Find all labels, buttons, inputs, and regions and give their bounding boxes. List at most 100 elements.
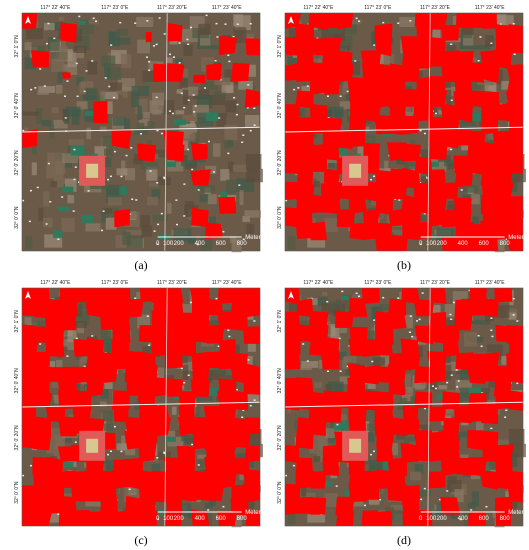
building xyxy=(191,443,194,446)
building xyxy=(450,148,453,151)
pond xyxy=(61,461,74,468)
terrain xyxy=(467,502,476,509)
terrain xyxy=(379,304,392,311)
latitude-label: 32° 0' 40"N xyxy=(14,368,20,393)
longitude-label: 117° 23' 0"E xyxy=(101,5,129,11)
terrain xyxy=(362,126,370,132)
detected-area xyxy=(285,156,300,174)
field xyxy=(86,438,99,453)
terrain xyxy=(298,108,306,124)
building xyxy=(241,416,244,419)
building xyxy=(120,450,123,453)
detected-area xyxy=(348,297,368,317)
pond xyxy=(382,131,393,137)
terrain xyxy=(364,330,379,342)
terrain xyxy=(470,337,484,343)
detected-area xyxy=(335,496,355,516)
building xyxy=(479,36,482,38)
terrain xyxy=(324,435,335,443)
building xyxy=(398,199,401,201)
terrain xyxy=(131,93,140,108)
panel-label: (a) xyxy=(134,258,147,272)
latitude-label: 32° 0' 20"N xyxy=(277,425,283,450)
detected-area xyxy=(479,366,499,382)
detected-area xyxy=(467,141,484,161)
detected-area xyxy=(111,470,131,490)
building xyxy=(187,148,190,151)
detected-area xyxy=(22,365,37,384)
detected-area xyxy=(400,442,420,463)
terrain xyxy=(193,89,210,100)
detected-area xyxy=(429,48,445,67)
map-panel: 117° 22' 40"E 117° 23' 0"E 117° 23' 20"E 11… xyxy=(14,5,264,272)
road xyxy=(21,401,261,408)
terrain xyxy=(344,356,357,363)
building xyxy=(178,62,181,64)
terrain xyxy=(101,55,116,67)
building xyxy=(22,199,25,202)
terrain xyxy=(239,190,244,206)
scale-label: 0 xyxy=(156,516,160,522)
detected-area xyxy=(375,196,394,215)
pond xyxy=(333,420,348,431)
building xyxy=(76,95,79,98)
terrain xyxy=(196,94,212,109)
building xyxy=(253,320,256,322)
scale-label: 100 xyxy=(163,516,174,522)
terrain xyxy=(461,142,469,151)
building xyxy=(326,95,329,97)
terrain xyxy=(313,456,321,463)
detected-area xyxy=(414,36,433,55)
terrain xyxy=(86,127,92,140)
detected-area xyxy=(218,36,238,56)
building xyxy=(197,189,200,191)
scale-unit: Meters xyxy=(508,510,526,516)
building xyxy=(249,22,252,25)
map-panel: 117° 22' 40"E 117° 23' 0"E 117° 23' 20"E 11… xyxy=(277,280,527,547)
terrain xyxy=(30,45,45,54)
detected-area xyxy=(467,157,485,176)
detected-area xyxy=(481,235,499,251)
terrain xyxy=(184,438,197,445)
map-panel: 117° 22' 40"E 117° 23' 0"E 117° 23' 20"E 11… xyxy=(277,5,527,272)
building xyxy=(146,20,149,22)
building xyxy=(155,43,158,46)
road xyxy=(284,126,524,133)
detected-area xyxy=(45,325,64,343)
pond xyxy=(320,481,333,487)
detected-area xyxy=(416,76,433,95)
terrain xyxy=(245,153,262,170)
building xyxy=(505,409,508,411)
building xyxy=(107,178,110,181)
north-arrow xyxy=(288,16,294,24)
terrain xyxy=(447,476,457,482)
detected-area xyxy=(362,223,379,240)
terrain xyxy=(300,365,312,371)
detected-area xyxy=(307,221,327,241)
detected-area xyxy=(334,182,353,200)
terrain xyxy=(488,375,500,388)
terrain xyxy=(181,434,198,442)
map-frame xyxy=(21,12,261,252)
terrain xyxy=(242,216,250,223)
detected-area xyxy=(62,72,71,79)
road xyxy=(21,126,261,133)
detected-area xyxy=(334,310,354,328)
building xyxy=(135,199,138,201)
terrain xyxy=(51,382,59,388)
detected-area xyxy=(506,236,523,251)
terrain xyxy=(351,294,362,300)
terrain xyxy=(61,160,72,168)
terrain xyxy=(79,357,86,370)
terrain xyxy=(106,184,122,198)
terrain xyxy=(287,236,296,250)
building xyxy=(187,374,190,377)
longitude-label: 117° 23' 40"E xyxy=(475,280,506,286)
terrain xyxy=(124,443,136,456)
terrain xyxy=(136,16,154,28)
building xyxy=(153,230,156,232)
terrain xyxy=(409,471,422,481)
terrain xyxy=(451,510,460,519)
building xyxy=(22,129,25,132)
